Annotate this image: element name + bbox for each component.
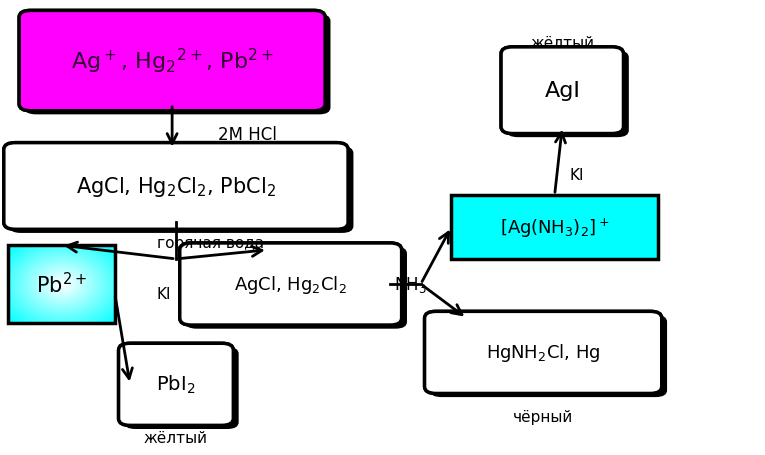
Text: горячая вода: горячая вода: [157, 236, 264, 251]
Text: Ag$^+$, Hg$_2$$^{2+}$, Pb$^{2+}$: Ag$^+$, Hg$_2$$^{2+}$, Pb$^{2+}$: [70, 47, 274, 76]
FancyBboxPatch shape: [9, 147, 353, 233]
Bar: [451, 196, 658, 259]
FancyBboxPatch shape: [19, 11, 325, 111]
FancyBboxPatch shape: [119, 344, 233, 425]
Text: PbI$_2$: PbI$_2$: [156, 374, 196, 395]
FancyBboxPatch shape: [4, 143, 348, 230]
Text: жёлтый: жёлтый: [530, 36, 594, 51]
Text: [Ag(NH$_3$)$_2$]$^+$: [Ag(NH$_3$)$_2$]$^+$: [500, 216, 610, 239]
Text: Pb$^{2+}$: Pb$^{2+}$: [36, 272, 86, 297]
FancyBboxPatch shape: [501, 48, 623, 134]
Text: 2M HCl: 2M HCl: [218, 125, 277, 143]
FancyBboxPatch shape: [425, 312, 662, 394]
FancyBboxPatch shape: [501, 48, 623, 134]
FancyBboxPatch shape: [180, 243, 402, 325]
Text: чёрный: чёрный: [513, 409, 573, 424]
FancyBboxPatch shape: [19, 11, 325, 111]
Text: AgCl, Hg$_2$Cl$_2$: AgCl, Hg$_2$Cl$_2$: [234, 273, 347, 295]
Text: HgNH$_2$Cl, Hg: HgNH$_2$Cl, Hg: [486, 342, 601, 364]
Text: AgI: AgI: [545, 81, 580, 101]
FancyBboxPatch shape: [430, 315, 667, 397]
Text: KI: KI: [157, 286, 171, 301]
FancyBboxPatch shape: [185, 247, 407, 329]
FancyBboxPatch shape: [506, 51, 629, 138]
FancyBboxPatch shape: [4, 143, 348, 230]
Text: AgCl, Hg$_2$Cl$_2$, PbCl$_2$: AgCl, Hg$_2$Cl$_2$, PbCl$_2$: [76, 175, 276, 198]
Text: NH$_3$: NH$_3$: [394, 274, 427, 294]
FancyBboxPatch shape: [425, 312, 662, 394]
Text: KI: KI: [570, 168, 584, 182]
FancyBboxPatch shape: [124, 347, 239, 429]
Text: жёлтый: жёлтый: [144, 430, 208, 445]
FancyBboxPatch shape: [180, 243, 402, 325]
Bar: [8, 246, 115, 323]
FancyBboxPatch shape: [24, 15, 330, 115]
FancyBboxPatch shape: [119, 344, 233, 425]
